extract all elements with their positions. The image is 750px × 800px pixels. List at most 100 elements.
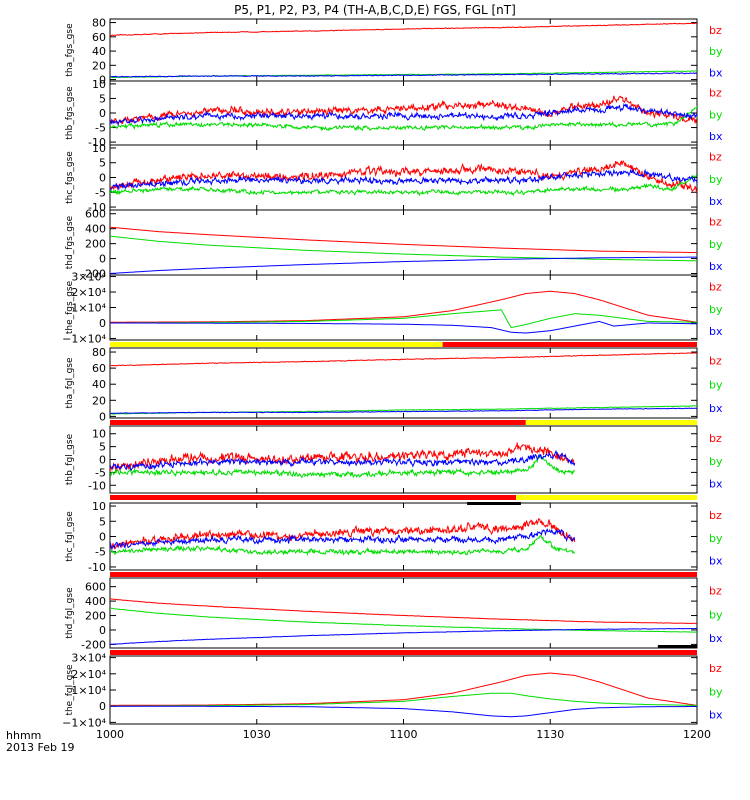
- series-group: [110, 352, 697, 415]
- series-bz-line: [110, 352, 697, 367]
- series-bz-line: [110, 95, 697, 125]
- y-tick-label: 0: [99, 74, 106, 87]
- panel-frame: [109, 577, 698, 649]
- panel-thb_fgs_gse: 105 0 -5-10 thb_fgs_gse bz by bx: [65, 78, 723, 149]
- y-tick-label: 400: [85, 223, 106, 236]
- legend-bx: bx: [709, 555, 723, 568]
- legend-bz: bz: [709, 24, 722, 37]
- y-axis-label: thd_fgs_gse: [65, 215, 75, 269]
- series-by-line: [110, 405, 697, 415]
- series-group: [110, 160, 697, 197]
- y-tick-label: 5: [99, 92, 106, 105]
- y-axis-label: tha_fgs_gse: [65, 23, 75, 77]
- series-group: [110, 22, 697, 79]
- series-group: [110, 598, 697, 645]
- x-tick-label: 1100: [390, 728, 418, 741]
- y-tick-label: 600: [85, 208, 106, 221]
- y-tick-label: -200: [81, 638, 106, 651]
- y-axis-label: the_fgl_gse: [65, 664, 75, 716]
- y-tick-label: 0: [99, 624, 106, 637]
- legend-bz: bz: [709, 281, 722, 294]
- series-bx-line: [110, 168, 697, 192]
- y-tick-label: 80: [92, 346, 106, 359]
- y-tick-label: 3×10⁴: [71, 652, 106, 665]
- legend-by: by: [709, 608, 723, 621]
- y-tick-label: -5: [95, 186, 106, 199]
- legend-bz: bz: [709, 662, 722, 675]
- series-bx-line: [110, 528, 576, 551]
- y-tick-label: -200: [81, 268, 106, 281]
- series-bz-line: [110, 442, 576, 473]
- y-tick-label: 10: [92, 500, 106, 513]
- series-by-line: [110, 454, 576, 479]
- series-bz-line: [110, 672, 697, 706]
- legend-bx: bx: [709, 195, 723, 208]
- legend-bx: bx: [709, 260, 723, 273]
- legend-bx: bx: [709, 402, 723, 415]
- y-axis-label: thb_fgs_gse: [65, 86, 75, 140]
- y-axis-label: thc_fgl_gse: [65, 511, 75, 562]
- series-group: [110, 442, 576, 479]
- y-tick-label: −1×10⁴: [62, 716, 106, 729]
- series-bx-line: [110, 449, 576, 472]
- legend-by: by: [709, 238, 723, 251]
- legend-bx: bx: [709, 478, 723, 491]
- panel-frame: [109, 18, 698, 82]
- y-tick-label: 5: [99, 441, 106, 454]
- plot-title: P5, P1, P2, P3, P4 (TH-A,B,C,D,E) FGS, F…: [234, 3, 516, 17]
- series-bz-line: [110, 518, 576, 550]
- legend-by: by: [709, 532, 723, 545]
- y-tick-label: 1×10⁴: [71, 684, 106, 697]
- series-by-line: [110, 173, 697, 197]
- y-axis-label: thd_fgl_gse: [65, 587, 75, 639]
- y-tick-label: 200: [85, 610, 106, 623]
- legend-bz: bz: [709, 509, 722, 522]
- status-bar-red: [110, 650, 697, 655]
- x-tick-label: 1030: [243, 728, 271, 741]
- y-axis-label: the_fgs_gse: [65, 280, 75, 334]
- legend-bz: bz: [709, 432, 722, 445]
- series-group: [110, 518, 576, 557]
- y-tick-label: 0: [99, 700, 106, 713]
- series-by-line: [110, 105, 697, 132]
- y-tick-label: -10: [88, 479, 106, 492]
- y-tick-label: 2×10⁴: [71, 286, 106, 299]
- y-tick-label: 5: [99, 515, 106, 528]
- series-bx-line: [110, 102, 697, 127]
- y-tick-label: 0: [99, 410, 106, 423]
- panel-frame: [109, 144, 698, 211]
- panel-frame: [109, 209, 698, 276]
- y-axis-label: thc_fgs_gse: [65, 151, 75, 204]
- series-group: [110, 290, 697, 334]
- legend-bx: bx: [709, 708, 723, 721]
- series-by-line: [110, 235, 697, 262]
- y-tick-label: 0: [99, 172, 106, 185]
- y-axis-label: tha_fgl_gse: [65, 357, 75, 409]
- series-bx-line: [110, 256, 697, 274]
- series-bz-line: [110, 598, 697, 625]
- y-axis-label: thb_fgl_gse: [65, 433, 75, 485]
- x-tick-label: 1200: [683, 728, 711, 741]
- y-tick-label: 40: [92, 378, 106, 391]
- date-label: 2013 Feb 19: [6, 741, 74, 754]
- y-tick-label: 20: [92, 59, 106, 72]
- legend-bz: bz: [709, 87, 722, 100]
- y-tick-label: 20: [92, 394, 106, 407]
- y-tick-label: 40: [92, 45, 106, 58]
- legend-bx: bx: [709, 130, 723, 143]
- series-bz-line: [110, 290, 697, 323]
- y-tick-label: -10: [88, 561, 106, 574]
- y-tick-label: 200: [85, 238, 106, 251]
- y-tick-label: 10: [92, 428, 106, 441]
- status-bar-red: [442, 342, 697, 347]
- legend-by: by: [709, 45, 723, 58]
- legend-bz: bz: [709, 585, 722, 598]
- y-tick-label: 10: [92, 78, 106, 91]
- series-bz-line: [110, 160, 697, 194]
- y-tick-label: 5: [99, 157, 106, 170]
- y-tick-label: −1×10⁴: [62, 332, 106, 345]
